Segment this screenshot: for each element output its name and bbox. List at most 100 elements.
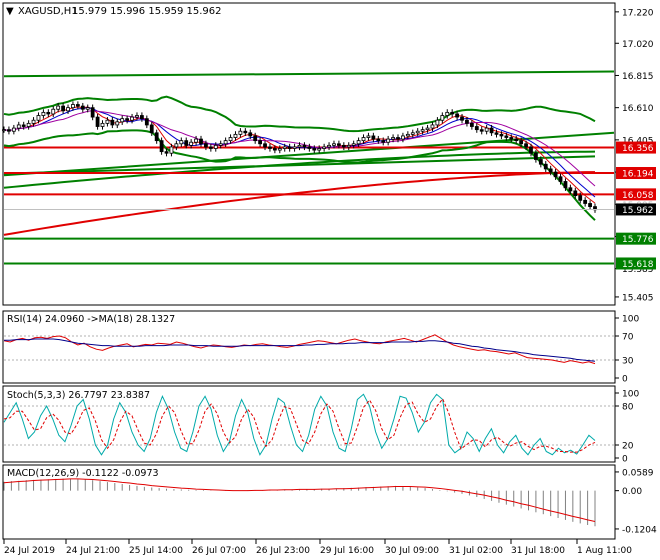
- candle-body: [66, 107, 70, 112]
- time-tick-label: 24 Jul 2019: [4, 546, 55, 556]
- resistance-level-badge: [616, 167, 656, 180]
- candle-body: [415, 130, 420, 134]
- support-level-badge: [616, 257, 656, 270]
- candle-body: [371, 135, 376, 140]
- candle-body: [588, 203, 592, 208]
- bollinger-lower-band: [3, 129, 596, 221]
- time-tick-label: 24 Jul 21:00: [66, 546, 120, 556]
- candle-body: [199, 138, 203, 145]
- candle-body: [543, 163, 548, 170]
- candle-body: [573, 190, 578, 197]
- candle-body: [16, 124, 21, 129]
- price-tick-label: 16.405: [622, 136, 654, 146]
- series-line-0: [3, 334, 596, 365]
- candle-body: [95, 116, 100, 127]
- time-tick-label: 26 Jul 23:00: [256, 546, 310, 556]
- candle-body: [504, 135, 509, 138]
- tick-label: 100: [622, 315, 639, 325]
- tick-label: 0.0589: [622, 468, 654, 478]
- candle-body: [85, 107, 90, 110]
- candle-body: [243, 130, 248, 134]
- candle-body: [110, 119, 115, 126]
- candle-body: [292, 146, 297, 149]
- candle-body: [376, 138, 381, 142]
- resistance-level-badge: [616, 141, 656, 154]
- candle-body: [583, 199, 588, 204]
- candle-body: [272, 148, 277, 151]
- candle-body: [213, 144, 218, 149]
- candle-body: [558, 176, 563, 182]
- candle-body: [548, 168, 553, 173]
- candle-body: [100, 122, 105, 127]
- candle-body: [578, 195, 583, 201]
- candle-body: [307, 146, 312, 149]
- candle-body: [282, 146, 287, 149]
- macd-pane: 0.0589 0.00 -0.1204 MACD(12,26,9) -0.1122 …: [2, 464, 657, 540]
- medium-ma-line: [3, 150, 596, 189]
- candle-body: [154, 132, 159, 142]
- candle-body: [228, 137, 233, 142]
- candle-body: [159, 140, 164, 153]
- price-tick-label: 15.585: [622, 265, 654, 275]
- candle-body: [135, 115, 139, 118]
- candle-body: [405, 133, 410, 137]
- candle-body: [238, 130, 243, 135]
- candle-body: [130, 116, 134, 121]
- candle-body: [208, 146, 213, 149]
- candle-body: [553, 171, 558, 178]
- candle-body: [410, 132, 415, 135]
- channel-upper-line: [3, 70, 615, 78]
- candle-body: [396, 137, 400, 140]
- candle-body: [105, 119, 110, 124]
- candle-body: [174, 143, 179, 148]
- candle-body: [218, 143, 223, 146]
- candle-body: [149, 124, 154, 134]
- tick-label: 0: [622, 375, 628, 385]
- candle-body: [7, 129, 11, 132]
- candle-body: [401, 135, 405, 140]
- tick-label: 0: [622, 455, 628, 465]
- candle-body: [529, 146, 533, 154]
- collapse-icon[interactable]: ▼: [6, 6, 14, 17]
- candle-body: [56, 105, 61, 110]
- price-tick-label: 15.405: [622, 293, 654, 303]
- time-axis: 24 Jul 2019 24 Jul 21:00 25 Jul 14:00 26 Ju…: [3, 538, 632, 556]
- candle-body: [568, 187, 573, 192]
- candle-body: [46, 111, 51, 115]
- series-line-1: [3, 397, 596, 453]
- rsi-pane: 100 70 30 0 RSI(14) 24.0960 ->MA(18) 28.132…: [2, 310, 639, 385]
- candle-body: [538, 159, 543, 165]
- candle-body: [465, 119, 469, 124]
- bollinger-upper-band: [3, 95, 596, 133]
- candle-body: [563, 181, 568, 189]
- candle-body: [41, 111, 46, 116]
- price-tick-label: 17.020: [622, 40, 654, 50]
- candle-body: [11, 127, 16, 132]
- candle-body: [90, 107, 95, 118]
- candle-body: [115, 121, 120, 126]
- time-tick-label: 25 Jul 14:00: [129, 546, 183, 556]
- candle-body: [31, 119, 36, 124]
- candle-body: [336, 143, 341, 146]
- candle-body: [469, 122, 474, 127]
- candle-body: [450, 111, 455, 115]
- candle-body: [346, 144, 351, 148]
- tick-label: 20: [622, 442, 634, 452]
- time-tick-label: 30 Jul 09:00: [385, 546, 439, 556]
- candle-body: [139, 115, 144, 120]
- macd-title: MACD(12,26,9) -0.1122 -0.0973: [7, 468, 159, 479]
- stochastic-pane: 100 80 20 0 Stoch(5,3,3) 26.7797 23.8387: [2, 385, 639, 465]
- tick-label: 80: [622, 403, 634, 413]
- price-tick-label: 16.815: [622, 72, 654, 82]
- candle-body: [164, 151, 169, 154]
- candle-body: [204, 143, 208, 148]
- tick-label: 30: [622, 357, 634, 367]
- candle-body: [268, 146, 272, 149]
- candle-body: [21, 124, 26, 127]
- candle-body: [287, 146, 292, 149]
- candle-body: [253, 135, 258, 142]
- candle-body: [474, 126, 479, 131]
- candle-body: [479, 129, 484, 132]
- candle-body: [80, 105, 85, 110]
